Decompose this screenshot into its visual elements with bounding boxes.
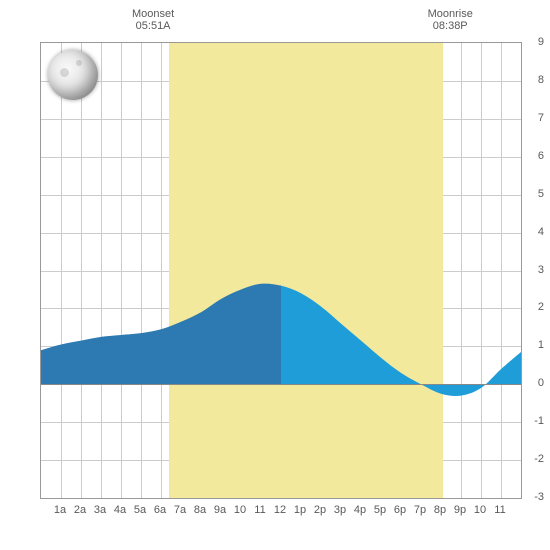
x-tick-label: 3a bbox=[94, 504, 106, 516]
x-tick-label: 7a bbox=[174, 504, 186, 516]
y-tick-label: 7 bbox=[538, 112, 544, 124]
y-tick-label: -1 bbox=[534, 415, 544, 427]
moon-icon bbox=[48, 50, 98, 100]
moonrise-header: Moonrise 08:38P bbox=[428, 8, 473, 32]
x-tick-label: 4a bbox=[114, 504, 126, 516]
x-tick-label: 9a bbox=[214, 504, 226, 516]
y-tick-label: 6 bbox=[538, 150, 544, 162]
x-tick-label: 8a bbox=[194, 504, 206, 516]
moonset-time: 05:51A bbox=[132, 20, 174, 32]
y-tick-label: -3 bbox=[534, 491, 544, 503]
x-tick-label: 12 bbox=[274, 504, 286, 516]
plot-area bbox=[40, 42, 522, 499]
y-tick-label: 4 bbox=[538, 226, 544, 238]
moonset-label: Moonset bbox=[132, 8, 174, 20]
x-tick-label: 10 bbox=[474, 504, 486, 516]
x-tick-label: 5p bbox=[374, 504, 386, 516]
tide-chart: Moonset 05:51A Moonrise 08:38P -3-2-1012… bbox=[0, 0, 550, 550]
moonrise-label: Moonrise bbox=[428, 8, 473, 20]
x-tick-label: 4p bbox=[354, 504, 366, 516]
y-tick-label: 9 bbox=[538, 36, 544, 48]
x-tick-label: 6p bbox=[394, 504, 406, 516]
x-tick-label: 2p bbox=[314, 504, 326, 516]
y-tick-label: -2 bbox=[534, 453, 544, 465]
moonset-header: Moonset 05:51A bbox=[132, 8, 174, 32]
x-tick-label: 8p bbox=[434, 504, 446, 516]
tide-area bbox=[41, 43, 521, 498]
x-tick-label: 6a bbox=[154, 504, 166, 516]
y-tick-label: 0 bbox=[538, 377, 544, 389]
x-tick-label: 11 bbox=[254, 504, 265, 516]
x-tick-label: 5a bbox=[134, 504, 146, 516]
x-tick-label: 7p bbox=[414, 504, 426, 516]
x-tick-label: 2a bbox=[74, 504, 86, 516]
x-tick-label: 11 bbox=[494, 504, 505, 516]
x-tick-label: 1a bbox=[54, 504, 66, 516]
x-tick-label: 1p bbox=[294, 504, 306, 516]
x-tick-label: 9p bbox=[454, 504, 466, 516]
moonrise-time: 08:38P bbox=[428, 20, 473, 32]
x-tick-label: 3p bbox=[334, 504, 346, 516]
y-tick-label: 3 bbox=[538, 264, 544, 276]
y-tick-label: 8 bbox=[538, 74, 544, 86]
y-tick-label: 1 bbox=[538, 339, 544, 351]
y-tick-label: 5 bbox=[538, 188, 544, 200]
x-tick-label: 10 bbox=[234, 504, 246, 516]
y-tick-label: 2 bbox=[538, 301, 544, 313]
